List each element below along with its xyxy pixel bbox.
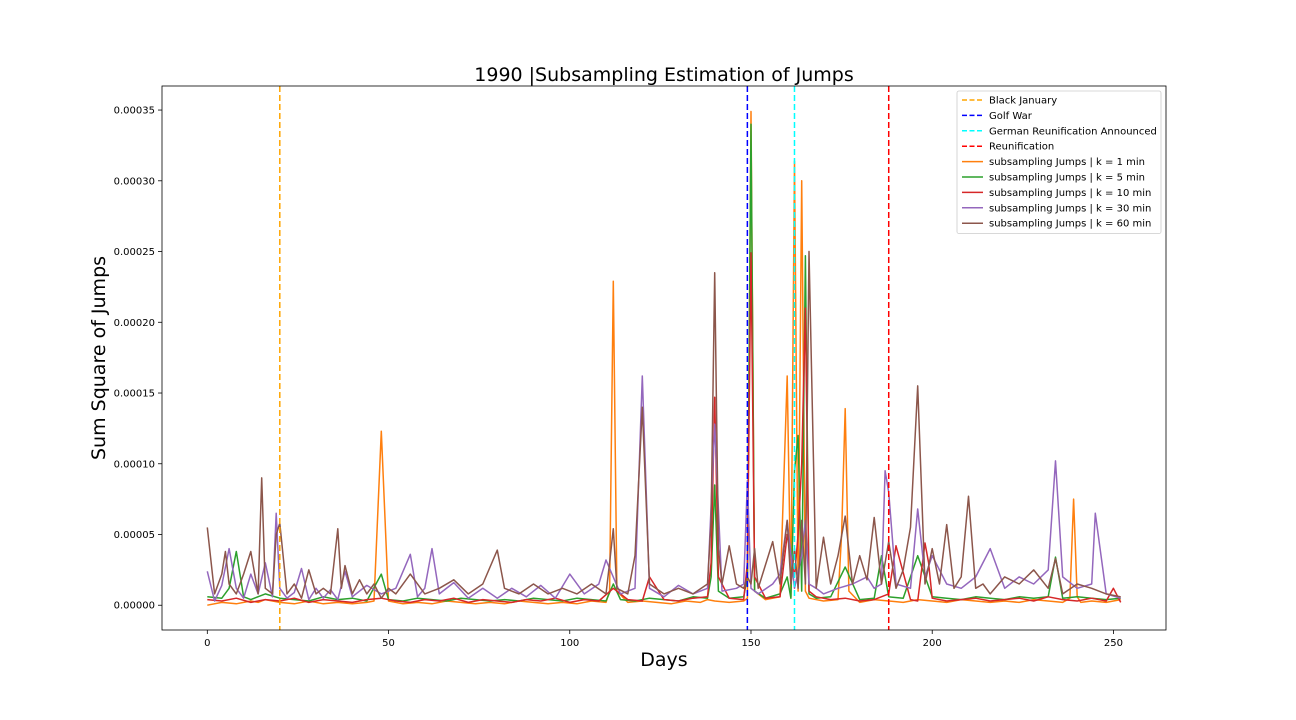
x-tick-label: 200: [923, 638, 942, 649]
series-line-1: [207, 110, 1121, 606]
legend-label: Golf War: [989, 111, 1033, 122]
x-tick-label: 0: [204, 638, 210, 649]
y-tick-label: 0.00005: [114, 530, 155, 541]
legend-label: subsampling Jumps | k = 60 min: [989, 219, 1151, 230]
series-line-2: [207, 123, 1121, 602]
legend-label: subsampling Jumps | k = 30 min: [989, 203, 1151, 214]
x-axis: 0 50 100 150 200 250: [204, 630, 1123, 649]
y-tick-label: 0.00025: [114, 247, 155, 258]
x-axis-title: Days: [640, 649, 687, 671]
series-line-5: [206, 250, 1121, 599]
legend-label: Black January: [989, 96, 1057, 107]
series-line-3: [207, 252, 1122, 604]
legend-label: subsampling Jumps | k = 5 min: [989, 173, 1145, 184]
legend-label: subsampling Jumps | k = 10 min: [989, 188, 1151, 199]
x-tick-label: 150: [741, 638, 760, 649]
y-tick-label: 0.00035: [114, 106, 155, 117]
legend-label: German Reunification Announced: [989, 126, 1157, 137]
x-tick-label: 50: [382, 638, 395, 649]
legend-box: [956, 90, 1162, 235]
y-tick-label: 0.00010: [114, 459, 155, 470]
chart-title: 1990 |Subsampling Estimation of Jumps: [474, 64, 853, 86]
y-tick-label: 0.00030: [114, 176, 155, 187]
x-tick-label: 100: [560, 638, 579, 649]
plot-area: [206, 86, 1122, 630]
y-tick-label: 0.00020: [114, 318, 155, 329]
legend: Black January Golf War German Reunificatio…: [956, 90, 1162, 235]
y-axis: 0.00000 0.00005 0.00010 0.00015 0.00020 0.000…: [114, 106, 162, 612]
y-tick-label: 0.00000: [114, 601, 155, 612]
y-tick-label: 0.00015: [114, 389, 155, 400]
plot-frame: [161, 85, 1167, 631]
legend-label: Reunification: [989, 142, 1054, 153]
x-tick-label: 250: [1104, 638, 1123, 649]
legend-label: subsampling Jumps | k = 1 min: [989, 157, 1145, 168]
y-axis-title: Sum Square of Jumps: [88, 256, 110, 460]
